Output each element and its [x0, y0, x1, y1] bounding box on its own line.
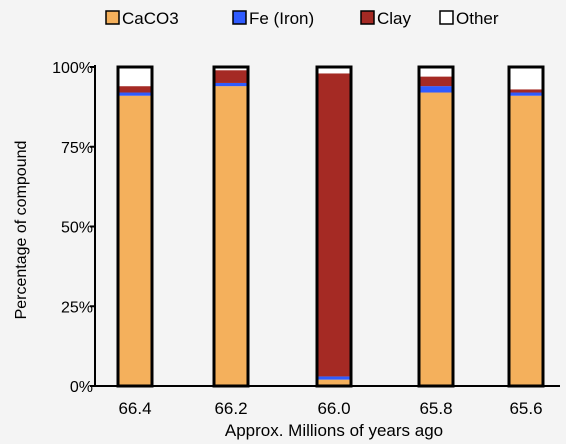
- x-axis-label: Approx. Millions of years ago: [225, 421, 443, 440]
- y-axis: 0% 25% 50% 75% 100%: [52, 60, 96, 396]
- x-axis: 66.4 66.2 66.0 65.8 65.6: [95, 385, 560, 418]
- bar-segment-clay-65-6: [509, 89, 543, 93]
- legend-label-other: Other: [456, 9, 499, 28]
- bar-segment-fe-iron-66-4: [118, 92, 152, 96]
- bar-segment-clay-66-2: [214, 70, 248, 83]
- bar-segment-other-66-2: [214, 67, 248, 71]
- y-axis-label: Percentage of compound: [13, 141, 30, 320]
- plot-area: [116, 65, 545, 388]
- x-tick-label-66-2: 66.2: [214, 399, 247, 418]
- bar-segment-fe-iron-66-0: [317, 376, 351, 380]
- bar-segment-caco3-65-8: [419, 92, 453, 387]
- bar-segment-other-66-4: [118, 67, 152, 87]
- bar-segment-fe-iron-65-6: [509, 92, 543, 96]
- y-tick-label-100: 100%: [52, 60, 93, 77]
- bar-segment-clay-65-8: [419, 76, 453, 87]
- legend-swatch-fe-iron: [232, 10, 247, 25]
- legend: CaCO3 Fe (Iron) Clay Other: [105, 9, 499, 28]
- x-tick-label-65-6: 65.6: [509, 399, 542, 418]
- bar-segment-other-66-0: [317, 67, 351, 74]
- legend-label-caco3: CaCO3: [122, 9, 179, 28]
- bar-segment-clay-66-4: [118, 86, 152, 93]
- bar-segment-caco3-65-6: [509, 95, 543, 387]
- legend-label-clay: Clay: [377, 9, 412, 28]
- bar-segment-caco3-66-2: [214, 86, 248, 386]
- bar-segment-caco3-66-0: [317, 379, 351, 386]
- y-tick-label-25: 25%: [61, 299, 93, 316]
- bar-segment-caco3-66-4: [118, 95, 152, 387]
- bar-segment-fe-iron-65-8: [419, 86, 453, 93]
- x-tick-label-65-8: 65.8: [419, 399, 452, 418]
- bar-segment-clay-66-0: [317, 73, 351, 377]
- legend-swatch-clay: [360, 10, 375, 25]
- y-tick-label-0: 0%: [70, 379, 93, 396]
- legend-swatch-caco3: [105, 10, 120, 25]
- legend-swatch-other: [439, 10, 454, 25]
- y-tick-label-75: 75%: [61, 140, 93, 157]
- legend-label-fe-iron: Fe (Iron): [249, 9, 314, 28]
- y-tick-label-50: 50%: [61, 220, 93, 237]
- x-tick-label-66-4: 66.4: [118, 399, 151, 418]
- bar-segment-other-65-8: [419, 67, 453, 77]
- bar-segment-fe-iron-66-2: [214, 82, 248, 87]
- bar-segment-other-65-6: [509, 67, 543, 90]
- x-tick-label-66-0: 66.0: [317, 399, 350, 418]
